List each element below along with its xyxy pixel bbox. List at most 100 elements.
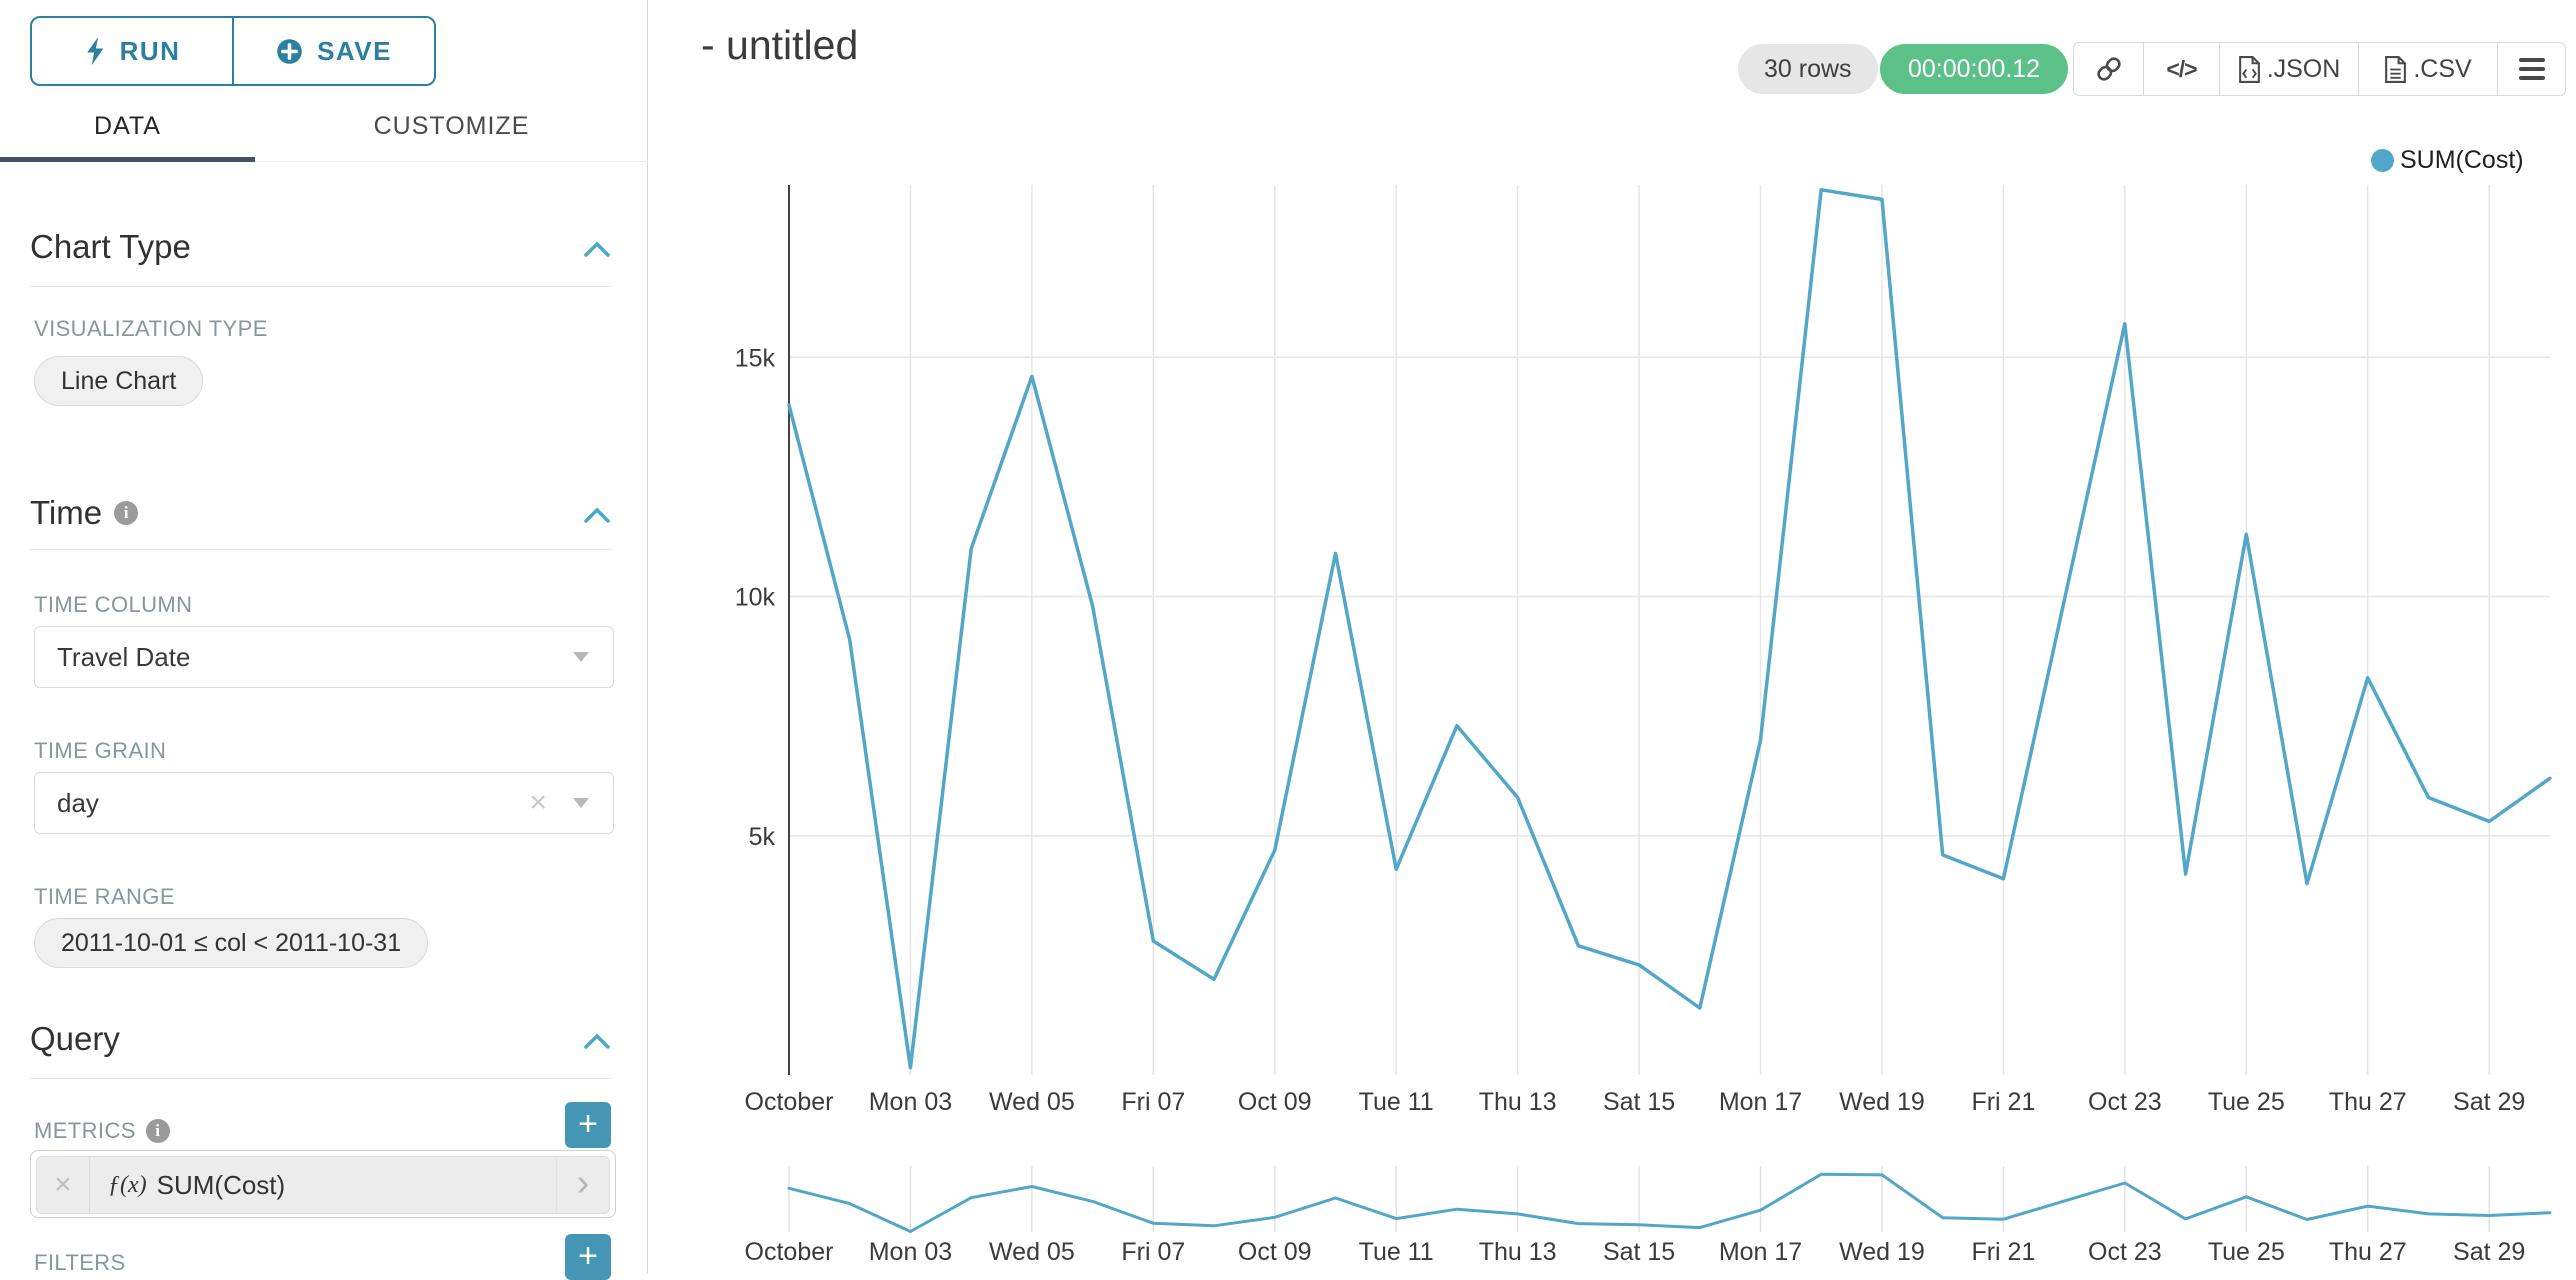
tab-customize-label: CUSTOMIZE (373, 112, 530, 140)
svg-text:October: October (745, 1238, 834, 1266)
divider (30, 549, 612, 550)
svg-text:Fri 21: Fri 21 (1971, 1238, 2035, 1266)
hamburger-icon (2518, 58, 2545, 80)
chevron-up-icon[interactable] (583, 240, 611, 258)
time-grain-select[interactable]: day × (34, 772, 614, 834)
svg-text:Sat 15: Sat 15 (1603, 1088, 1675, 1116)
share-link-button[interactable] (2074, 43, 2143, 95)
chevron-up-icon[interactable] (583, 506, 611, 524)
export-json-label: .JSON (2266, 54, 2341, 83)
time-grain-value: day (57, 787, 99, 818)
divider (30, 1078, 612, 1079)
gridlines (789, 185, 2550, 1075)
svg-text:Tue 11: Tue 11 (1359, 1238, 1434, 1266)
expand-metric-icon[interactable]: › (556, 1157, 609, 1213)
svg-text:Mon 03: Mon 03 (869, 1238, 952, 1266)
clear-icon[interactable]: × (529, 786, 547, 819)
time-range-label: TIME RANGE (34, 884, 175, 909)
rows-badge: 30 rows (1738, 44, 1878, 94)
svg-text:Thu 27: Thu 27 (2329, 1238, 2407, 1266)
time-grain-label: TIME GRAIN (34, 738, 167, 763)
code-icon: </> (2166, 55, 2197, 82)
lightning-bolt-icon (86, 37, 103, 65)
sidebar-tabs: DATA CUSTOMIZE (0, 92, 648, 162)
main-line-chart[interactable]: 5k 10k 15k October Mon 03 Wed 05 Fri 07 Oct 09 T… (649, 120, 2576, 1140)
filters-label: FILTERS (34, 1250, 126, 1275)
svg-text:Fri 21: Fri 21 (1971, 1088, 2035, 1116)
page-title[interactable]: - untitled (701, 22, 859, 68)
metrics-label: METRICS i (34, 1118, 170, 1144)
svg-text:Mon 17: Mon 17 (1719, 1088, 1802, 1116)
tab-customize[interactable]: CUSTOMIZE (255, 92, 648, 161)
json-file-icon (2238, 55, 2260, 83)
section-query-header[interactable]: Query (30, 1020, 120, 1058)
run-button[interactable]: RUN (32, 18, 232, 84)
run-button-label: RUN (119, 35, 181, 66)
visualization-type-label: VISUALIZATION TYPE (34, 316, 268, 341)
time-column-select[interactable]: Travel Date (34, 626, 614, 688)
svg-text:Thu 13: Thu 13 (1479, 1088, 1557, 1116)
svg-text:10k: 10k (735, 584, 776, 612)
section-time-header[interactable]: Time i (30, 494, 139, 532)
time-range-pill[interactable]: 2011-10-01 ≤ col < 2011-10-31 (34, 918, 429, 968)
svg-text:Thu 27: Thu 27 (2329, 1088, 2407, 1116)
export-button-group: </> .JSON .CSV (2073, 42, 2566, 96)
section-time-title: Time (30, 494, 103, 531)
caret-down-icon (573, 652, 589, 662)
legend-item-sum-cost[interactable]: SUM(Cost) (2371, 146, 2524, 175)
svg-text:Tue 25: Tue 25 (2208, 1088, 2285, 1116)
time-range-value: 2011-10-01 ≤ col < 2011-10-31 (61, 929, 402, 957)
svg-text:Tue 11: Tue 11 (1359, 1088, 1434, 1116)
svg-text:Wed 19: Wed 19 (1839, 1088, 1925, 1116)
svg-text:Mon 03: Mon 03 (869, 1088, 952, 1116)
tab-data-label: DATA (94, 112, 161, 140)
svg-text:Mon 17: Mon 17 (1719, 1238, 1802, 1266)
time-column-label: TIME COLUMN (34, 592, 193, 617)
svg-text:Oct 23: Oct 23 (2088, 1088, 2162, 1116)
plus-circle-icon (277, 38, 302, 64)
section-chart-type-header[interactable]: Chart Type (30, 228, 191, 266)
svg-text:Tue 25: Tue 25 (2208, 1238, 2285, 1266)
chevron-up-icon[interactable] (583, 1032, 611, 1050)
chart-panel: - untitled 30 rows 00:00:00.12 </> .JSON (649, 0, 2576, 1274)
function-icon: ƒ(x) (108, 1171, 147, 1198)
query-timer-badge: 00:00:00.12 (1880, 44, 2069, 94)
remove-metric-icon[interactable]: × (37, 1157, 90, 1213)
metric-value: SUM(Cost) (156, 1169, 286, 1200)
svg-text:October: October (745, 1088, 834, 1116)
export-csv-label: .CSV (2413, 54, 2472, 83)
svg-text:Fri 07: Fri 07 (1121, 1238, 1185, 1266)
run-save-button-group: RUN SAVE (30, 16, 436, 86)
svg-text:Wed 05: Wed 05 (989, 1088, 1075, 1116)
range-selector-chart[interactable]: October Mon 03 Wed 05 Fri 07 Oct 09 Tue 11 Thu… (649, 1140, 2576, 1274)
view-query-button[interactable]: </> (2143, 43, 2219, 95)
legend-dot (2371, 149, 2394, 172)
info-icon: i (145, 1119, 170, 1143)
add-metric-button[interactable]: + (565, 1102, 611, 1148)
metrics-field: × ƒ(x) SUM(Cost) › (30, 1150, 616, 1218)
caret-down-icon (573, 798, 589, 808)
svg-text:Sat 29: Sat 29 (2453, 1238, 2525, 1266)
more-options-button[interactable] (2497, 43, 2565, 95)
svg-text:Oct 09: Oct 09 (1238, 1088, 1312, 1116)
range-chart-ticks (788, 1166, 2490, 1232)
metric-pill[interactable]: × ƒ(x) SUM(Cost) › (36, 1156, 610, 1214)
visualization-type-pill[interactable]: Line Chart (34, 356, 204, 406)
export-json-button[interactable]: .JSON (2219, 43, 2358, 95)
export-csv-button[interactable]: .CSV (2358, 43, 2497, 95)
section-chart-type-title: Chart Type (30, 228, 191, 265)
time-column-value: Travel Date (57, 641, 191, 672)
add-filter-button[interactable]: + (565, 1234, 611, 1280)
y-axis-labels: 5k 10k 15k (735, 344, 776, 850)
svg-text:Sat 29: Sat 29 (2453, 1088, 2525, 1116)
tab-data[interactable]: DATA (0, 92, 255, 162)
svg-text:Oct 09: Oct 09 (1238, 1238, 1312, 1266)
save-button-label: SAVE (317, 35, 392, 66)
control-sidebar: RUN SAVE DATA CUSTOMIZE Chart Type VISUA… (0, 0, 648, 1280)
x-axis-labels: October Mon 03 Wed 05 Fri 07 Oct 09 Tue 11 Thu… (745, 1088, 2526, 1116)
save-button[interactable]: SAVE (232, 18, 434, 84)
csv-file-icon (2385, 55, 2407, 83)
divider (30, 286, 612, 287)
main-series-line (787, 188, 2552, 1070)
range-chart-labels: October Mon 03 Wed 05 Fri 07 Oct 09 Tue 11 Thu… (745, 1238, 2526, 1266)
